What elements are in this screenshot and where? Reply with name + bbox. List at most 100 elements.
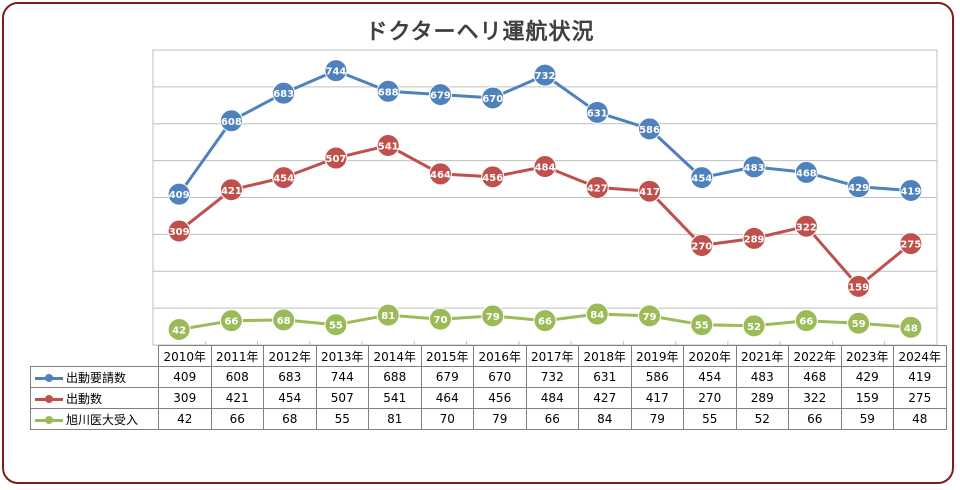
data-label: 670	[482, 94, 503, 105]
data-point	[690, 233, 714, 257]
data-point	[533, 309, 557, 333]
data-point	[638, 117, 662, 141]
year-header: 2012年	[263, 345, 317, 367]
data-point	[428, 83, 452, 107]
table-row: 出動数 309 421 454 507 541 464 456 484 427 417 270 289 3…	[30, 387, 947, 409]
table-cell: 159	[840, 387, 894, 409]
legend-key	[35, 394, 63, 404]
table-cell: 670	[473, 366, 527, 388]
data-point	[481, 86, 505, 110]
table-cell: 464	[420, 387, 474, 409]
data-label: 454	[273, 174, 294, 185]
data-point	[272, 308, 296, 332]
data-point	[324, 313, 348, 337]
data-label: 688	[378, 87, 399, 98]
table-cell: 66	[788, 408, 842, 430]
table-cell: 427	[578, 387, 632, 409]
data-point	[376, 303, 400, 327]
data-label: 309	[169, 227, 190, 238]
data-label: 66	[538, 317, 552, 328]
table-cell: 289	[735, 387, 789, 409]
year-header: 2018年	[578, 345, 632, 367]
data-point	[847, 175, 871, 199]
table-cell: 48	[893, 408, 947, 430]
table-cell: 55	[315, 408, 369, 430]
year-header: 2017年	[525, 345, 579, 367]
data-label: 55	[695, 321, 709, 332]
data-label: 507	[325, 154, 346, 165]
table-cell: 59	[840, 408, 894, 430]
data-point	[428, 307, 452, 331]
data-label: 586	[639, 125, 660, 136]
year-header: 2013年	[315, 345, 369, 367]
year-header: 2021年	[735, 345, 789, 367]
table-cell: 631	[578, 366, 632, 388]
table-cell: 419	[893, 366, 947, 388]
data-label: 732	[535, 71, 556, 82]
data-label: 66	[799, 317, 813, 328]
data-label: 409	[169, 190, 190, 201]
data-label: 275	[900, 240, 921, 251]
table-cell: 42	[158, 408, 212, 430]
table-row: 出動要請数 409 608 683 744 688 679 670 732 631 586 454 48…	[30, 366, 947, 388]
data-point	[219, 109, 243, 133]
table-cell: 66	[210, 408, 264, 430]
data-label: 68	[277, 316, 291, 327]
data-label: 84	[590, 310, 604, 321]
data-point	[167, 219, 191, 243]
data-point	[324, 146, 348, 170]
data-label: 55	[329, 321, 343, 332]
data-label: 483	[744, 163, 765, 174]
year-header: 2016年	[473, 345, 527, 367]
table-cell: 79	[630, 408, 684, 430]
data-label: 631	[587, 108, 608, 119]
year-header: 2024年	[893, 345, 947, 367]
year-header: 2022年	[788, 345, 842, 367]
table-cell: 81	[368, 408, 422, 430]
data-point	[272, 81, 296, 105]
year-header: 2014年	[368, 345, 422, 367]
data-point	[690, 166, 714, 190]
table-cell: 683	[263, 366, 317, 388]
legend-label: 出動要請数	[30, 366, 159, 388]
data-point	[428, 162, 452, 186]
data-point	[324, 59, 348, 83]
table-cell: 322	[788, 387, 842, 409]
data-label: 66	[224, 317, 238, 328]
table-cell: 70	[420, 408, 474, 430]
data-point	[481, 304, 505, 328]
data-label: 42	[172, 326, 186, 337]
data-point	[272, 166, 296, 190]
table-cell: 409	[158, 366, 212, 388]
table-cell: 55	[683, 408, 737, 430]
data-point	[219, 309, 243, 333]
data-point	[742, 155, 766, 179]
data-label: 59	[852, 319, 866, 330]
data-label: 468	[796, 168, 817, 179]
table-cell: 608	[210, 366, 264, 388]
data-label: 608	[221, 117, 242, 128]
data-label: 289	[744, 234, 765, 245]
data-point	[638, 304, 662, 328]
legend-key	[35, 373, 63, 383]
table-cell: 429	[840, 366, 894, 388]
table-cell: 417	[630, 387, 684, 409]
data-point	[167, 318, 191, 342]
table-cell: 483	[735, 366, 789, 388]
data-point	[481, 165, 505, 189]
data-point	[533, 63, 557, 87]
data-label: 322	[796, 222, 817, 233]
table-cell: 68	[263, 408, 317, 430]
data-point	[899, 232, 923, 256]
data-label: 454	[691, 174, 712, 185]
data-label: 679	[430, 91, 451, 102]
data-point	[585, 302, 609, 326]
series-name: 旭川医大受入	[66, 412, 139, 427]
table-cell: 454	[263, 387, 317, 409]
year-header-row: 2010年 2011年 2012年 2013年 2014年 2015年 2016年 2017年…	[31, 345, 947, 367]
chart-title: ドクターヘリ運航状況	[365, 20, 595, 45]
table-cell: 454	[683, 366, 737, 388]
table-cell: 84	[578, 408, 632, 430]
data-label: 270	[691, 241, 712, 252]
data-point	[376, 79, 400, 103]
